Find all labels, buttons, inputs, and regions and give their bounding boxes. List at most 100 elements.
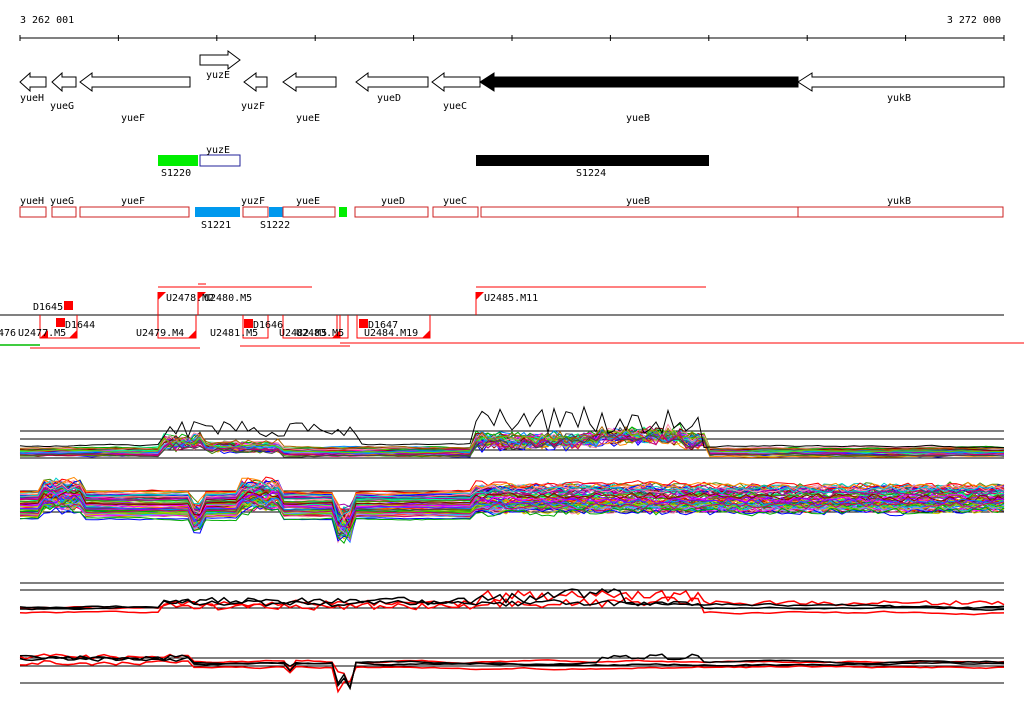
gene-yueF-label: yueF (121, 113, 145, 124)
tu-D1647-block[interactable] (359, 319, 368, 328)
expression-profile-line (19, 655, 1005, 691)
cds-yueD-box[interactable] (354, 206, 429, 218)
gene-yueD-arrow[interactable] (355, 72, 429, 92)
segment-yuzE[interactable] (199, 154, 241, 167)
cds-yueH-label: yueH (20, 196, 44, 207)
gene-yueE-label: yueE (296, 113, 320, 124)
expression-profile-line (19, 433, 1005, 457)
segment-S1220-label: S1220 (161, 168, 191, 179)
cds-yueB-label: yueB (626, 196, 650, 207)
tu-U2484-label: U2484.M19 (364, 328, 418, 339)
expression-track-plus (19, 405, 1005, 459)
cds-yueC-box[interactable] (432, 206, 479, 218)
expression-profile-line (19, 490, 1005, 521)
expression-profile-line (19, 405, 1005, 449)
transcription-unit-track: U2478.M2 U2480.M5 U2485.M11 D1645 D1644 … (0, 283, 1024, 349)
tu-U2479-bracket[interactable] (157, 315, 197, 339)
tu-U2482-bracket[interactable] (282, 315, 341, 339)
gene-yueC-arrow[interactable] (431, 72, 481, 92)
cds-yukB-box[interactable] (797, 206, 1004, 218)
cds-yueG-box[interactable] (51, 206, 77, 218)
cds-yuzF-label: yuzF (241, 196, 265, 207)
cds-yueH-box[interactable] (19, 206, 47, 218)
tu-U2477-label: U2477.M5 (18, 328, 66, 339)
cds-yueE-label: yueE (296, 196, 320, 207)
tu-U2477-flag-b (69, 330, 77, 338)
tu-476-label: 476 (0, 328, 16, 339)
expression-profile-line (19, 433, 1005, 458)
expression-profile-line (19, 476, 1005, 519)
ruler-ticks (19, 35, 1005, 41)
tu-U2485-flag[interactable] (476, 292, 484, 300)
cds-yueE-box[interactable] (282, 206, 336, 218)
gene-yuzE-arrow[interactable] (199, 50, 241, 70)
expression-profile-line (19, 490, 1005, 530)
tu-D1644-label: D1644 (65, 320, 95, 331)
gene-yueF-arrow[interactable] (79, 72, 191, 92)
cds-yuzF-box[interactable] (242, 206, 269, 218)
gene-yuzF-label: yuzF (241, 101, 265, 112)
gene-yuzE-label: yuzE (206, 70, 230, 81)
coord-end-label: 3 272 000 (947, 15, 1001, 26)
tu-U2484-bracket[interactable] (356, 315, 431, 339)
segment-S1224-label: S1224 (576, 168, 606, 179)
tu-D1644-block[interactable] (56, 318, 65, 327)
gene-yueG-arrow[interactable] (51, 71, 77, 93)
tu-U2481-label: U2481.M5 (210, 328, 258, 339)
tu-U2480-label: U2480.M5 (204, 293, 252, 304)
gene-yukB-arrow[interactable] (797, 72, 1005, 92)
gene-yueE-arrow[interactable] (282, 72, 337, 92)
coordinate-ruler: 3 262 001 3 272 000 (19, 15, 1005, 41)
tu-D1645-label: D1645 (33, 302, 63, 313)
expression-profile-line (19, 426, 1005, 451)
expression-track-minus (19, 476, 1005, 544)
cds-yueF-label: yueF (121, 196, 145, 207)
cds-track: yueH yueG yueF S1221 yuzF S1222 yueE yue… (19, 196, 1004, 231)
expression-profile-line (19, 491, 1005, 528)
cds-yueC-label: yueC (443, 196, 467, 207)
tu-D1646-block[interactable] (244, 319, 253, 328)
tu-D1646-label: D1646 (253, 320, 283, 331)
gene-yuzF-arrow[interactable] (243, 72, 268, 92)
cds-yueB-box[interactable] (480, 206, 799, 218)
tu-D1645-block[interactable] (64, 301, 73, 310)
segment-S1220[interactable] (158, 155, 198, 166)
tu-U2479-label: U2479.M4 (136, 328, 184, 339)
tu-U2477-flag (40, 330, 48, 338)
tu-U2483-bracket[interactable] (336, 315, 349, 339)
gene-yueB-arrow[interactable] (479, 72, 799, 92)
tu-U2482-flag (332, 330, 340, 338)
gene-track: yueH yueG yueF yuzE yuzF yueE yueD yueC … (19, 50, 1005, 124)
cds-S1222-box[interactable] (269, 207, 283, 217)
expression-profile-line (19, 428, 1005, 454)
expression-profile-line (19, 504, 1005, 542)
tu-U2482-label: U2482.M5 (279, 328, 327, 339)
tu-U2478-flag[interactable] (158, 292, 166, 300)
expression-profile-line (19, 596, 1005, 616)
tu-U2479-flag (188, 330, 196, 338)
expression-profile-line (19, 482, 1005, 511)
cds-yueF-box[interactable] (79, 206, 190, 218)
gene-yueC-label: yueC (443, 101, 467, 112)
cds-green-marker[interactable] (339, 207, 347, 217)
cds-S1221-box[interactable] (195, 207, 240, 217)
tu-U2480-flag[interactable] (198, 292, 206, 300)
tu-U2478-label: U2478.M2 (166, 293, 214, 304)
tu-U2483-label: U2483.M5 (296, 328, 344, 339)
expression-profile-line (19, 588, 1005, 610)
tu-U2481-bracket[interactable] (242, 315, 269, 339)
segment-track: S1220 yuzE S1224 (158, 145, 709, 179)
gene-yueD-label: yueD (377, 93, 401, 104)
gene-yueB-label: yueB (626, 113, 650, 124)
segment-yuzE-label: yuzE (206, 145, 230, 156)
cds-S1221-label: S1221 (201, 220, 231, 231)
expression-summary-plus (19, 582, 1005, 616)
gene-yukB-label: yukB (887, 93, 911, 104)
cds-yueG-label: yueG (50, 196, 74, 207)
tu-U2485-label: U2485.M11 (484, 293, 538, 304)
tu-U2477-bracket[interactable] (39, 315, 78, 339)
expression-profile-line (19, 480, 1005, 522)
segment-S1224[interactable] (476, 155, 709, 166)
gene-yueH-arrow[interactable] (19, 71, 47, 93)
cds-yukB-label: yukB (887, 196, 911, 207)
